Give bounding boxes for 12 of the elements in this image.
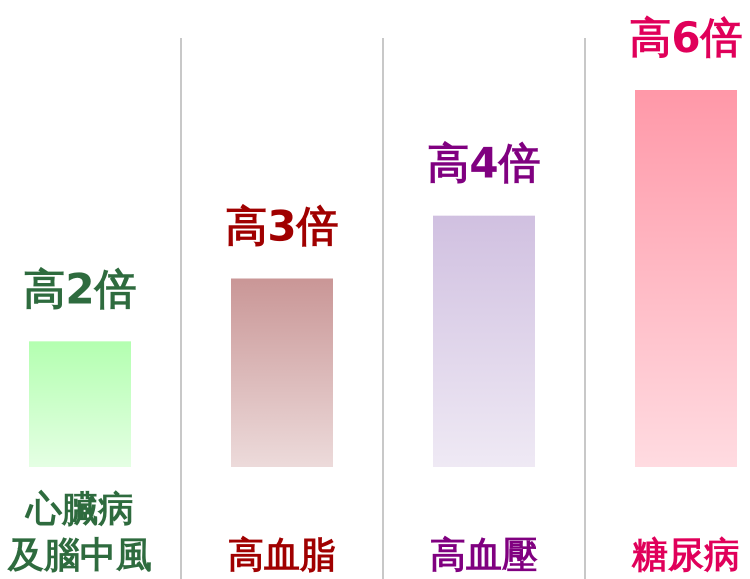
data-label: 高3倍: [225, 202, 339, 250]
bar: [433, 216, 535, 467]
x-tick-label: 糖尿病: [631, 535, 740, 576]
data-label: 高6倍: [629, 13, 743, 62]
data-label: 高2倍: [23, 264, 137, 314]
bar: [231, 278, 333, 467]
x-tick-label: 心臟病及腦中風: [7, 489, 152, 576]
x-tick-label: 高血壓: [430, 535, 538, 576]
bar: [635, 90, 737, 467]
data-label: 高4倍: [427, 138, 541, 188]
x-tick-label: 高血脂: [228, 535, 336, 576]
bar: [29, 341, 131, 467]
